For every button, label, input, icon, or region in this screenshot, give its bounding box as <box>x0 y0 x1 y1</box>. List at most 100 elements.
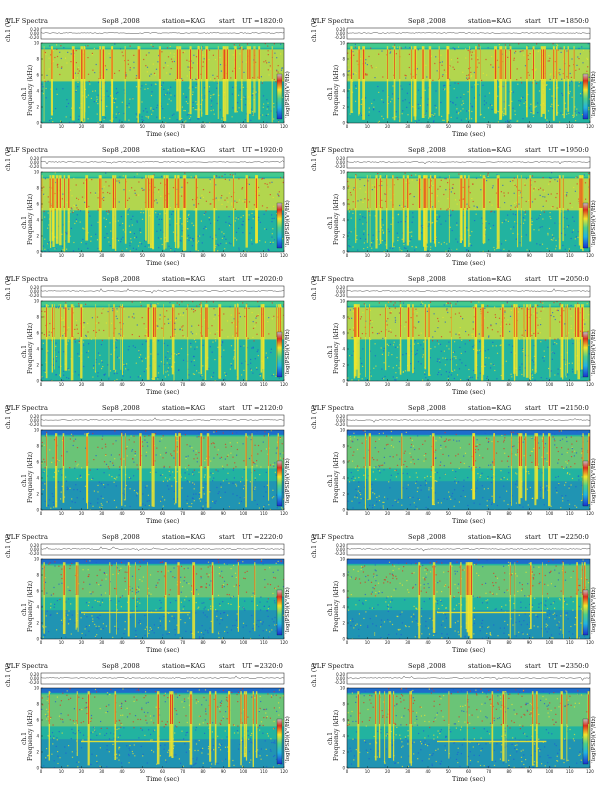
panel-ut: UT =2120:0 <box>242 404 283 412</box>
panel-ut: UT =2320:0 <box>242 662 283 670</box>
y-tick-label: 4 <box>342 217 345 222</box>
x-tick-label: 60 <box>466 640 472 645</box>
ch1-waveform-frame <box>346 156 591 169</box>
ch1-tick-label: 0.20 <box>30 27 39 32</box>
y-tick-label: 2 <box>342 362 345 367</box>
x-tick-label: 10 <box>365 511 371 516</box>
x-tick-label: 10 <box>365 253 371 258</box>
y-tick-label: 8 <box>342 314 345 319</box>
time-axis-label: Time (sec) <box>452 518 486 525</box>
x-tick-label: 80 <box>200 769 206 774</box>
ch1-tick-label: -0.20 <box>29 422 40 427</box>
y-tick-label: 2 <box>36 620 39 625</box>
spectrogram-panel: VLF Spectra Sep8 ,2008 station=KAG start UT … <box>310 16 600 139</box>
y-tick-label: 6 <box>36 201 39 206</box>
panel-ut: UT =2050:0 <box>548 275 589 283</box>
time-axis-label: Time (sec) <box>146 647 180 654</box>
x-tick-label: 60 <box>160 511 166 516</box>
x-tick-label: 120 <box>280 124 288 129</box>
ch1-tick-label: 0.20 <box>30 285 39 290</box>
panel-header: VLF Spectra Sep8 ,2008 station=KAG start UT … <box>310 403 600 413</box>
y-tick-label: 2 <box>342 620 345 625</box>
x-tick-label: 20 <box>385 124 391 129</box>
x-tick-label: 80 <box>506 124 512 129</box>
panel-title: VLF Spectra <box>312 275 354 283</box>
ch1-waveform-frame <box>40 414 285 427</box>
y-tick-label: 0 <box>342 507 345 512</box>
x-tick-label: 0 <box>40 640 43 645</box>
y-tick-label: 10 <box>34 298 40 303</box>
y-tick-label: 10 <box>34 169 40 174</box>
x-tick-label: 40 <box>425 382 431 387</box>
ch1-tick-label: -0.20 <box>335 293 346 298</box>
panel-ut: UT =1920:0 <box>242 146 283 154</box>
ch1-waveform-trace <box>346 161 591 165</box>
colorbar-tick-label: - <box>285 460 287 465</box>
x-tick-label: 30 <box>99 253 105 258</box>
panel-start-label: start <box>525 662 541 670</box>
spectrogram-panel: VLF Spectra Sep8 ,2008 station=KAG start UT … <box>310 145 600 268</box>
x-tick-label: 60 <box>160 253 166 258</box>
panel-station: station=KAG <box>468 533 512 541</box>
panel-title: VLF Spectra <box>6 146 48 154</box>
x-tick-label: 110 <box>260 124 268 129</box>
colorbar <box>582 718 589 765</box>
ch1-waveform-frame <box>346 672 591 685</box>
panel-station: station=KAG <box>162 404 206 412</box>
x-tick-label: 100 <box>240 253 248 258</box>
x-tick-label: 110 <box>566 769 574 774</box>
panel-start-label: start <box>219 146 235 154</box>
y-tick-label: 6 <box>342 72 345 77</box>
x-tick-label: 10 <box>365 640 371 645</box>
ch1-waveform-frame <box>346 543 591 556</box>
ch1-tick-label: -0.20 <box>335 551 346 556</box>
x-tick-label: 60 <box>466 382 472 387</box>
x-tick-label: 70 <box>180 124 186 129</box>
x-tick-label: 30 <box>405 769 411 774</box>
x-tick-label: 90 <box>221 124 227 129</box>
x-tick-label: 110 <box>260 382 268 387</box>
panel-date: Sep8 ,2008 <box>408 17 446 25</box>
y-tick-label: 4 <box>342 733 345 738</box>
panel-ut: UT =2250:0 <box>548 533 589 541</box>
ch1-tick-label: 0.20 <box>336 672 345 677</box>
ch1-tick-label: 0.20 <box>30 543 39 548</box>
y-tick-label: 4 <box>36 475 39 480</box>
y-tick-label: 8 <box>342 56 345 61</box>
y-tick-label: 6 <box>36 72 39 77</box>
ch1-waveform-trace <box>40 675 285 679</box>
ch1-tick-label: 0.20 <box>336 543 345 548</box>
x-tick-label: 90 <box>221 382 227 387</box>
colorbar-tick-label: - <box>591 502 593 507</box>
x-tick-label: 120 <box>280 511 288 516</box>
colorbar <box>582 460 589 507</box>
y-tick-label: 8 <box>36 443 39 448</box>
time-axis-label: Time (sec) <box>452 776 486 783</box>
x-tick-label: 120 <box>280 769 288 774</box>
y-tick-label: 6 <box>342 459 345 464</box>
spectrogram-panel: VLF Spectra Sep8 ,2008 station=KAG start UT … <box>310 661 600 784</box>
spectrogram-image <box>347 430 590 510</box>
y-tick-label: 10 <box>340 40 346 45</box>
x-tick-label: 80 <box>200 640 206 645</box>
x-tick-label: 10 <box>59 382 65 387</box>
panel-ut: UT =2350:0 <box>548 662 589 670</box>
y-tick-label: 10 <box>34 556 40 561</box>
colorbar-tick-label: - <box>591 244 593 249</box>
x-tick-label: 60 <box>466 253 472 258</box>
x-tick-label: 80 <box>200 382 206 387</box>
x-tick-label: 40 <box>119 769 125 774</box>
x-tick-label: 120 <box>280 253 288 258</box>
ch1-tick-label: 0.20 <box>336 27 345 32</box>
y-tick-label: 6 <box>342 201 345 206</box>
ch1-tick-label: -0.20 <box>29 293 40 298</box>
x-tick-label: 100 <box>240 382 248 387</box>
panel-station: station=KAG <box>468 275 512 283</box>
y-tick-label: 2 <box>342 233 345 238</box>
x-tick-label: 90 <box>221 769 227 774</box>
ch1-tick-label: 0.00 <box>336 289 345 294</box>
x-tick-label: 50 <box>140 382 146 387</box>
x-tick-label: 60 <box>160 124 166 129</box>
